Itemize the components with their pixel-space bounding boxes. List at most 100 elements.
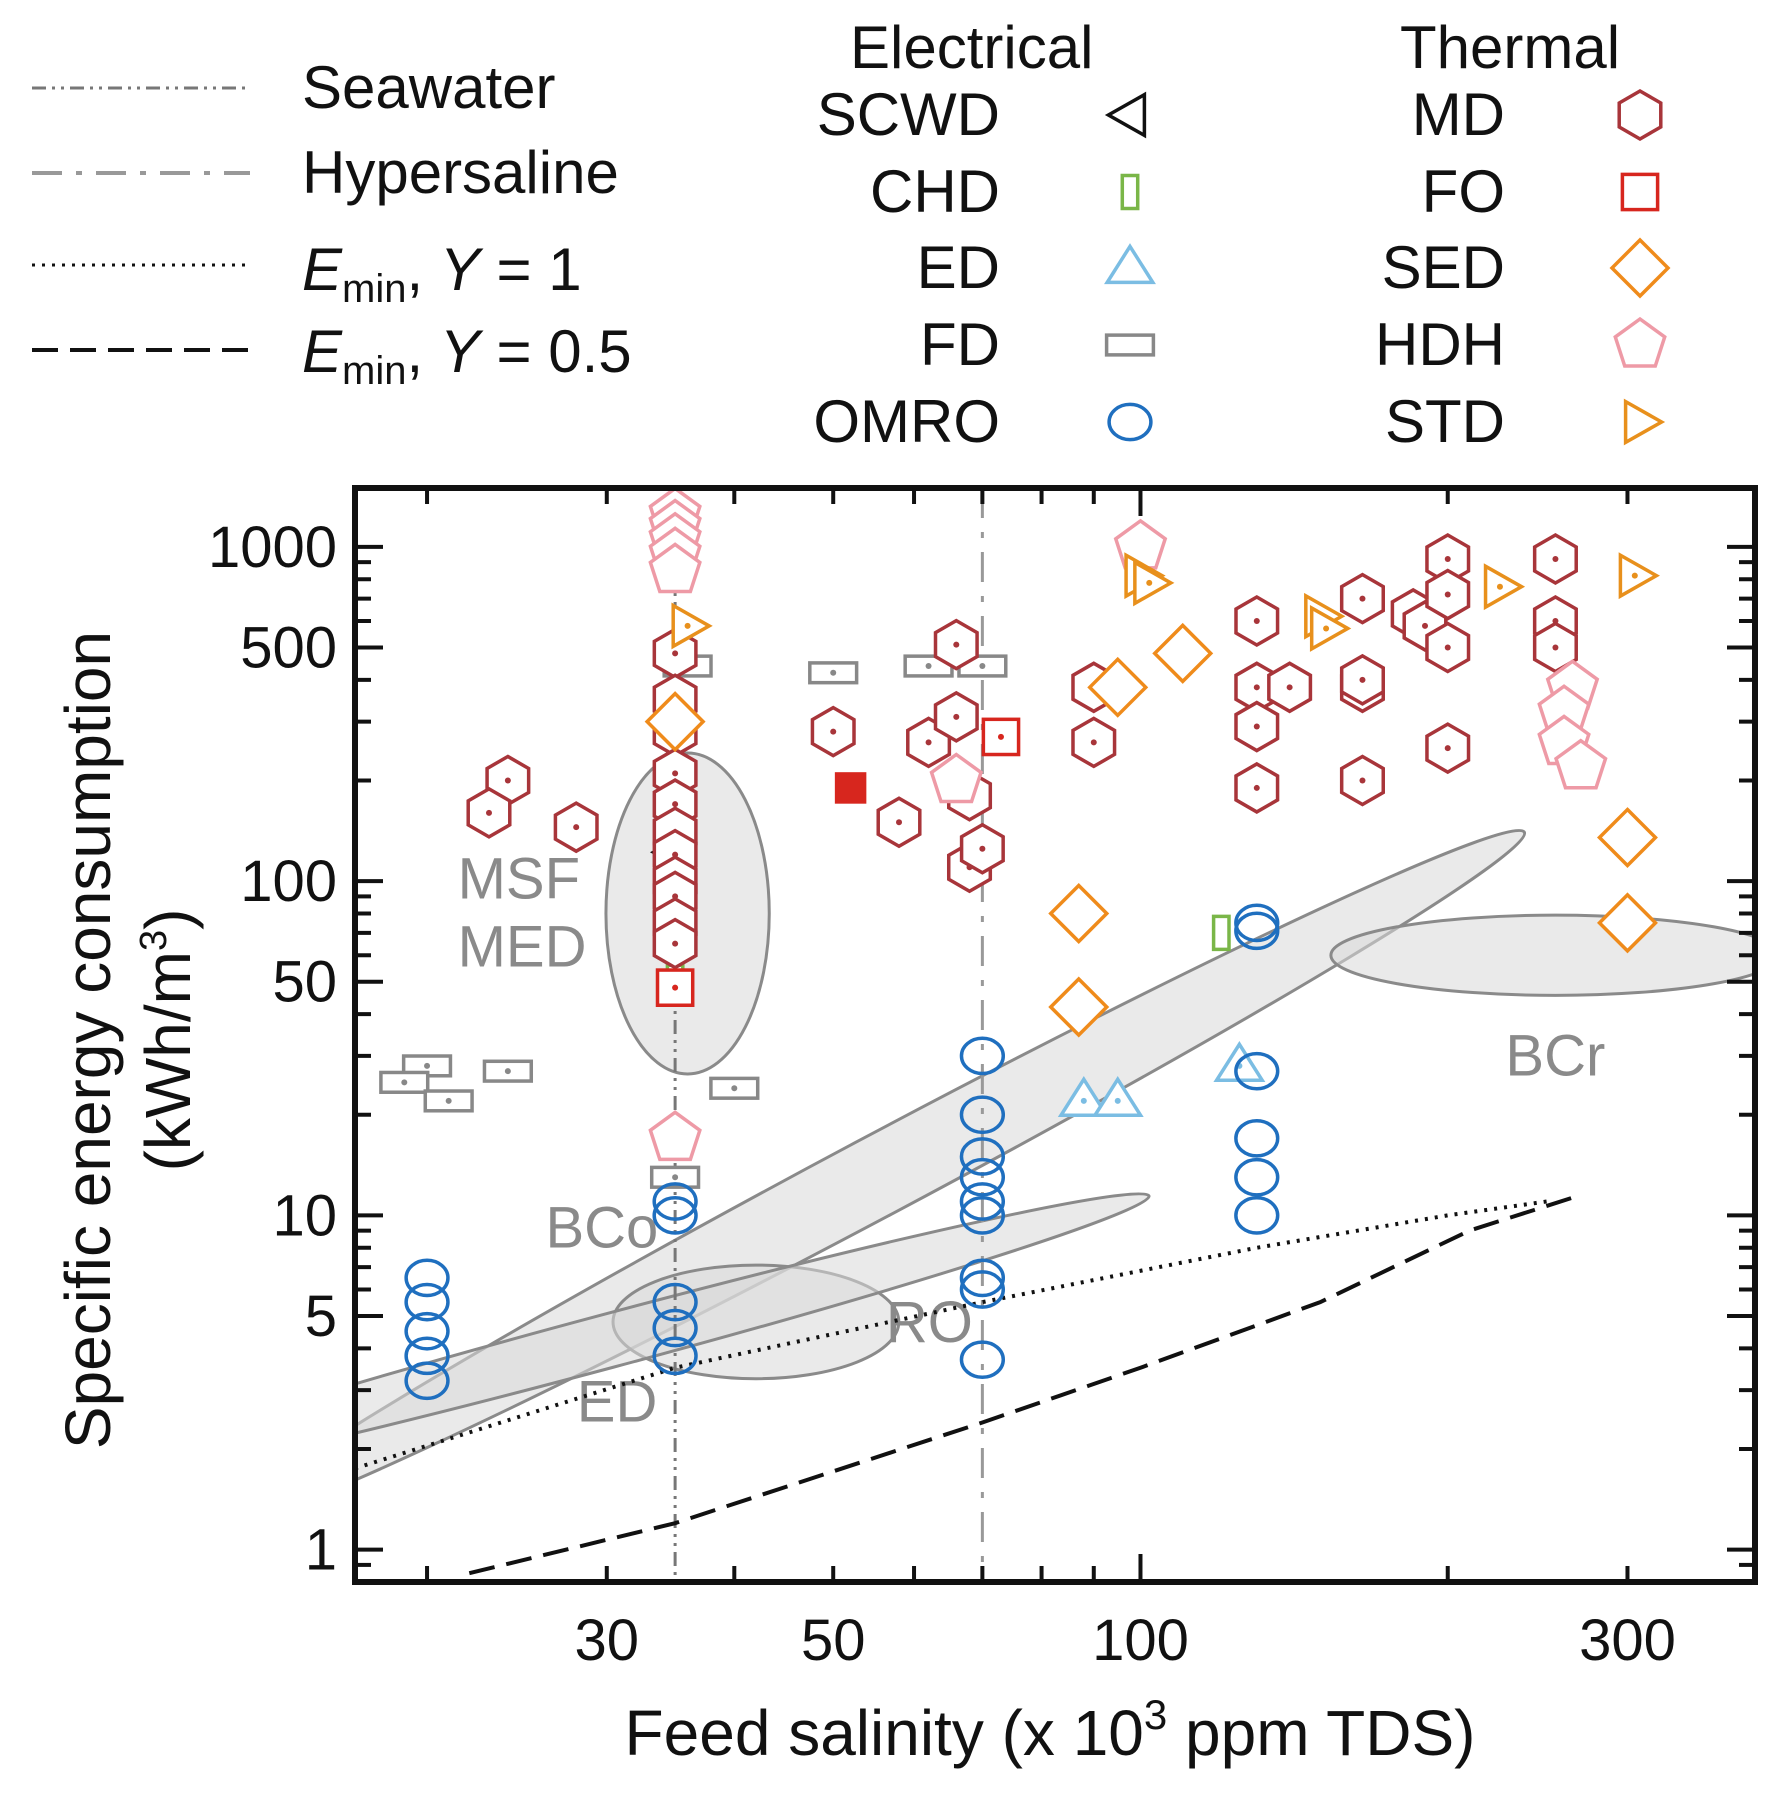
legend-emin1-label: Emin, Y = 1 bbox=[302, 236, 582, 311]
legend-marker-ed bbox=[1104, 243, 1156, 285]
region-label-ro: RO bbox=[886, 1290, 973, 1355]
emin-y05-line bbox=[468, 1193, 1582, 1576]
y-tick-label: 5 bbox=[305, 1284, 337, 1349]
legend-marker-std bbox=[1623, 398, 1666, 446]
ticks bbox=[355, 488, 1757, 1584]
data-point bbox=[652, 1308, 698, 1348]
legend-marker-chd bbox=[1120, 173, 1140, 211]
series-hdh bbox=[648, 486, 1608, 1162]
data-point bbox=[959, 1157, 1006, 1197]
data-point bbox=[1234, 903, 1280, 943]
data-point bbox=[423, 1089, 474, 1113]
data-point bbox=[929, 752, 984, 804]
legend-marker-hdh bbox=[1613, 316, 1667, 368]
data-point bbox=[652, 1336, 698, 1376]
legend-marker-omro bbox=[1107, 402, 1153, 442]
data-point bbox=[404, 1336, 450, 1376]
data-point bbox=[648, 542, 702, 594]
legend-label-scwd: SCWD bbox=[817, 81, 1000, 148]
x-tick-label: 30 bbox=[575, 1608, 640, 1673]
y-tick-label: 1 bbox=[305, 1518, 337, 1583]
data-point bbox=[981, 717, 1021, 757]
legend-label-sed: SED bbox=[1382, 234, 1505, 301]
legend-label-std: STD bbox=[1385, 388, 1505, 455]
data-point bbox=[404, 1258, 450, 1298]
data-point bbox=[808, 661, 859, 685]
data-point bbox=[1425, 621, 1471, 674]
data-point bbox=[1234, 594, 1280, 648]
data-point bbox=[1532, 532, 1578, 585]
data-point bbox=[652, 1182, 698, 1221]
data-point bbox=[1211, 914, 1231, 952]
data-point bbox=[1234, 700, 1280, 753]
legend-label-fd: FD bbox=[920, 311, 1000, 378]
region-label-bco: BCo bbox=[545, 1195, 658, 1260]
y-tick-label: 50 bbox=[272, 950, 337, 1015]
region-label-med: MED bbox=[458, 915, 587, 980]
legend-label-hdh: HDH bbox=[1375, 311, 1505, 378]
legend-marker-scwd bbox=[1104, 91, 1147, 139]
region-label-msf: MSF bbox=[458, 847, 580, 912]
series-fo-filled- bbox=[834, 772, 867, 804]
legend-label-omro: OMRO bbox=[813, 388, 1000, 455]
legend-marker-fd bbox=[1104, 333, 1156, 357]
plot-frame bbox=[352, 485, 1758, 1585]
data-point bbox=[482, 1059, 534, 1083]
series-omro bbox=[404, 903, 1280, 1401]
data-point bbox=[466, 786, 512, 839]
data-point bbox=[1048, 883, 1110, 944]
data-point bbox=[1087, 656, 1149, 718]
data-point bbox=[1152, 622, 1214, 684]
region-label-bcr: BCr bbox=[1505, 1023, 1605, 1088]
line-legend: Seawater Hypersaline Emin, Y = 1 Emin, Y… bbox=[32, 54, 632, 393]
data-point bbox=[404, 1361, 450, 1401]
data-point bbox=[1234, 1118, 1280, 1158]
region-group bbox=[355, 751, 1755, 1526]
y-axis-title-line2: (kWh/m3) bbox=[132, 909, 204, 1172]
legend-label-ed: ED bbox=[917, 234, 1000, 301]
data-point bbox=[1057, 1076, 1110, 1118]
data-point bbox=[1113, 518, 1168, 570]
data-point bbox=[404, 1282, 450, 1322]
data-point bbox=[1425, 568, 1471, 621]
y-axis-title-line1: Specific energy consumption bbox=[52, 631, 124, 1449]
data-point bbox=[649, 1165, 701, 1189]
legend-marker-sed bbox=[1609, 237, 1671, 299]
legend-header-electrical: Electrical bbox=[850, 14, 1093, 81]
data-point bbox=[959, 1196, 1006, 1235]
data-point bbox=[1597, 807, 1658, 869]
region-bco bbox=[355, 828, 1527, 1526]
data-point bbox=[652, 1196, 698, 1235]
data-point bbox=[1234, 911, 1280, 951]
data-point bbox=[1133, 559, 1175, 607]
data-point bbox=[959, 1258, 1006, 1298]
data-point bbox=[959, 1270, 1006, 1309]
data-point bbox=[810, 705, 856, 758]
legend-marker-fo bbox=[1620, 172, 1660, 212]
legend-label-fo: FO bbox=[1422, 158, 1505, 225]
data-point bbox=[959, 822, 1005, 875]
data-point bbox=[1532, 621, 1578, 674]
data-point bbox=[655, 968, 695, 1008]
legend-marker-md bbox=[1617, 88, 1663, 142]
data-point bbox=[1234, 761, 1280, 814]
data-point bbox=[1553, 738, 1608, 790]
data-point bbox=[379, 1070, 430, 1094]
series-std bbox=[671, 552, 1660, 652]
x-tick-label: 100 bbox=[1092, 1608, 1189, 1673]
data-point bbox=[1071, 716, 1117, 769]
legend-seawater-label: Seawater bbox=[302, 54, 555, 121]
data-markers bbox=[379, 486, 1660, 1401]
legend-label-md: MD bbox=[1412, 81, 1505, 148]
data-point bbox=[1234, 1157, 1280, 1197]
data-point bbox=[1597, 892, 1658, 954]
region-ed bbox=[355, 1192, 1151, 1491]
series-fo bbox=[655, 717, 1021, 1008]
data-point bbox=[404, 1311, 450, 1351]
x-tick-label: 50 bbox=[801, 1608, 866, 1673]
legend-header-thermal: Thermal bbox=[1400, 14, 1620, 81]
data-point bbox=[1425, 722, 1471, 775]
series-fd bbox=[379, 654, 1008, 1189]
y-tick-label: 10 bbox=[272, 1183, 337, 1248]
